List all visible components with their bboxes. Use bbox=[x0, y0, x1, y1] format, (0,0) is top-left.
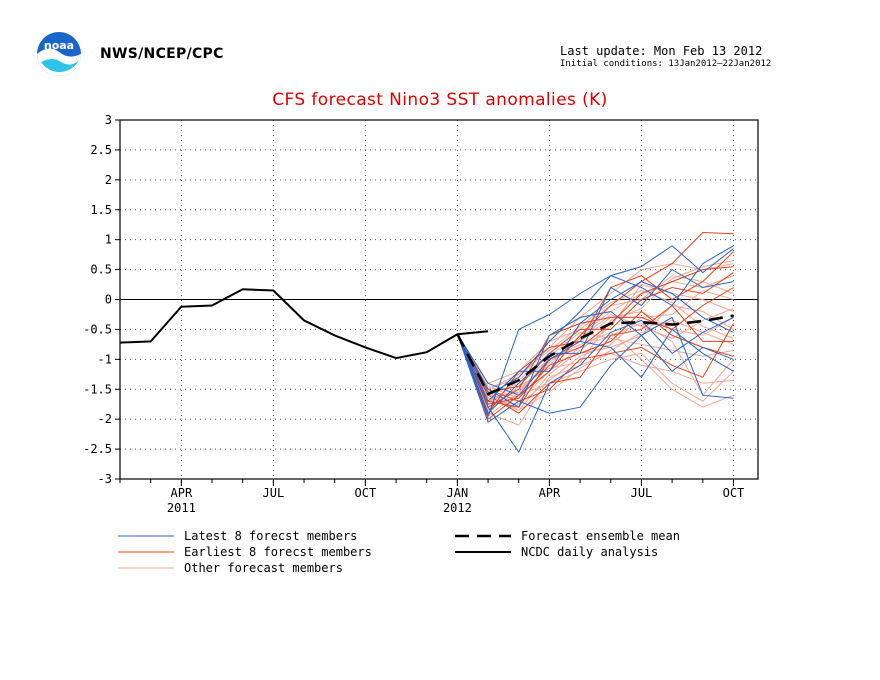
y-tick-label: -2 bbox=[98, 412, 112, 426]
y-tick-label: -1.5 bbox=[83, 382, 112, 396]
y-tick-label: 3 bbox=[105, 113, 112, 127]
latest-member-line bbox=[456, 281, 734, 403]
latest-member-line bbox=[456, 328, 734, 396]
y-tick-label: -2.5 bbox=[83, 442, 112, 456]
initial-conditions-text: Initial conditions: 13Jan2012–22Jan2012 bbox=[560, 59, 772, 69]
x-tick-year-label: 2011 bbox=[167, 501, 196, 515]
x-tick-label: JAN bbox=[447, 486, 469, 500]
earliest-member-line bbox=[456, 323, 734, 402]
latest-member-line bbox=[456, 316, 734, 423]
x-tick-label: JUL bbox=[263, 486, 285, 500]
earliest-member-line bbox=[456, 272, 734, 393]
x-tick-label: OCT bbox=[355, 486, 377, 500]
y-tick-label: 0 bbox=[105, 293, 112, 307]
x-tick-label: JUL bbox=[631, 486, 653, 500]
legend-label-latest: Latest 8 forecst members bbox=[184, 529, 357, 543]
last-update-text: Last update: Mon Feb 13 2012 bbox=[560, 44, 763, 58]
x-tick-year-label: 2012 bbox=[443, 501, 472, 515]
legend-label-mean: Forecast ensemble mean bbox=[521, 529, 680, 543]
y-tick-label: -3 bbox=[98, 472, 112, 486]
y-tick-label: -1 bbox=[98, 352, 112, 366]
ensemble-mean-line bbox=[456, 314, 734, 396]
latest-member-line bbox=[456, 316, 734, 454]
other-member-line bbox=[456, 289, 734, 405]
y-tick-label: 1 bbox=[105, 233, 112, 247]
other-member-line bbox=[456, 308, 734, 418]
x-tick-label: APR bbox=[539, 486, 561, 500]
y-tick-label: -0.5 bbox=[83, 322, 112, 336]
other-member-line bbox=[456, 263, 734, 390]
chart-title: CFS forecast Nino3 SST anomalies (K) bbox=[272, 90, 608, 110]
ncdc-analysis-line bbox=[119, 288, 489, 360]
y-tick-label: 2.5 bbox=[90, 143, 112, 157]
latest-member-line bbox=[456, 245, 734, 418]
x-tick-label: APR bbox=[171, 486, 193, 500]
noaa-logo: noaa bbox=[35, 30, 83, 84]
latest-member-line bbox=[456, 268, 734, 415]
noaa-logo-text: noaa bbox=[44, 39, 74, 52]
y-tick-label: 0.5 bbox=[90, 263, 112, 277]
legend-label-obs: NCDC daily analysis bbox=[521, 545, 658, 559]
y-tick-label: 1.5 bbox=[90, 203, 112, 217]
org-label: NWS/NCEP/CPC bbox=[100, 46, 224, 62]
legend-label-earliest: Earliest 8 forecst members bbox=[184, 545, 372, 559]
y-tick-label: 2 bbox=[105, 173, 112, 187]
x-tick-label: OCT bbox=[723, 486, 745, 500]
legend-label-other: Other forecast members bbox=[184, 561, 343, 575]
